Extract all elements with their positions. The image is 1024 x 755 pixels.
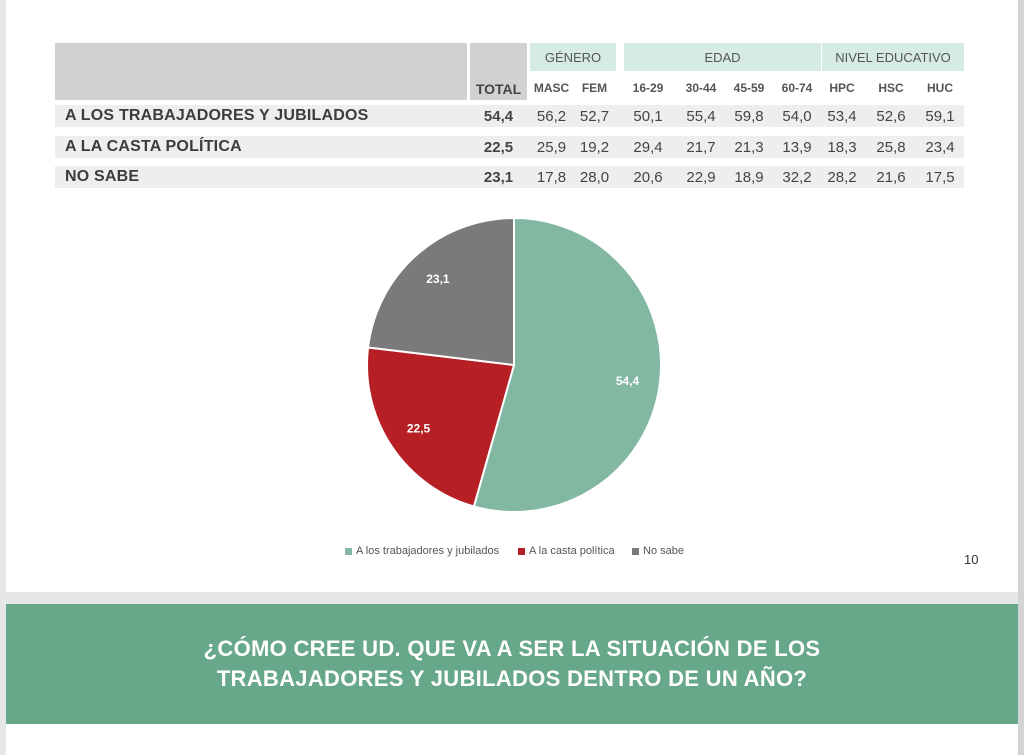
row-value: 50,1 xyxy=(633,107,663,125)
page-number: 10 xyxy=(964,552,979,567)
row-value: 18,3 xyxy=(827,138,857,156)
legend-swatch xyxy=(632,547,639,555)
banner-line-1: ¿CÓMO CREE UD. QUE VA A SER LA SITUACIÓN… xyxy=(203,636,821,661)
pie-slice xyxy=(366,346,516,508)
row-value: 17,8 xyxy=(536,168,567,186)
group-header-1: EDAD xyxy=(624,43,821,71)
legend-item: A la casta política xyxy=(518,545,615,557)
row-label: A LOS TRABAJADORES Y JUBILADOS xyxy=(65,107,369,124)
table-row xyxy=(55,105,964,127)
legend-item: No sabe xyxy=(632,545,684,557)
legend-swatch xyxy=(518,547,525,555)
pie-data-label: 54,4 xyxy=(616,374,640,388)
row-label: NO SABE xyxy=(65,168,140,185)
group-header-0: GÉNERO xyxy=(530,43,616,71)
row-value: 54,0 xyxy=(782,107,812,125)
table-row xyxy=(55,136,964,158)
row-value: 56,2 xyxy=(536,107,567,125)
sub-header: 16-29 xyxy=(632,81,664,95)
row-total: 54,4 xyxy=(483,107,514,125)
header-total-block xyxy=(470,43,527,100)
row-value: 29,4 xyxy=(633,138,663,156)
row-value: 55,4 xyxy=(686,107,716,125)
sub-header: 30-44 xyxy=(685,81,717,95)
sub-header: FEM xyxy=(581,81,608,95)
row-value: 59,1 xyxy=(925,107,955,125)
row-value: 52,6 xyxy=(876,107,906,125)
row-value: 28,2 xyxy=(827,168,857,186)
slide-top: TOTAL GÉNERO MASC FEM EDAD 16-29 30-44 45-59 60-… xyxy=(6,0,1018,592)
row-label: A LA CASTA POLÍTICA xyxy=(65,138,242,155)
pie-slice xyxy=(366,216,515,367)
row-value: 21,7 xyxy=(686,138,716,156)
table-row xyxy=(55,166,964,188)
legend-label: A la casta política xyxy=(529,545,615,557)
sub-header: MASC xyxy=(533,81,570,95)
row-value: 53,4 xyxy=(827,107,857,125)
pie-data-label: 23,1 xyxy=(426,272,450,286)
total-header: TOTAL xyxy=(475,81,522,97)
row-value: 32,2 xyxy=(782,168,812,186)
row-value: 23,4 xyxy=(925,138,955,156)
pie-chart: 54,4 22,5 23,1 xyxy=(366,216,662,513)
row-value: 52,7 xyxy=(579,107,610,125)
legend-label: No sabe xyxy=(643,545,684,557)
header-label-block xyxy=(55,43,467,100)
row-value: 25,8 xyxy=(876,138,906,156)
row-value: 59,8 xyxy=(734,107,764,125)
question-banner: ¿CÓMO CREE UD. QUE VA A SER LA SITUACIÓN… xyxy=(6,604,1018,724)
row-value: 19,2 xyxy=(579,138,610,156)
sub-header: HPC xyxy=(829,81,855,95)
slide-bottom: ¿CÓMO CREE UD. QUE VA A SER LA SITUACIÓN… xyxy=(6,604,1018,755)
row-value: 13,9 xyxy=(782,138,812,156)
pie-data-label: 22,5 xyxy=(407,422,431,436)
row-value: 20,6 xyxy=(633,168,663,186)
page-edge xyxy=(1018,0,1024,755)
row-value: 25,9 xyxy=(536,138,567,156)
row-value: 21,3 xyxy=(734,138,764,156)
row-value: 22,9 xyxy=(686,168,716,186)
row-value: 17,5 xyxy=(925,168,955,186)
group-header-2: NIVEL EDUCATIVO xyxy=(822,43,964,71)
row-value: 18,9 xyxy=(734,168,764,186)
sub-header: HSC xyxy=(878,81,904,95)
banner-line-2: TRABAJADORES Y JUBILADOS DENTRO DE UN AÑ… xyxy=(216,666,808,691)
legend-label: A los trabajadores y jubilados xyxy=(356,545,500,557)
row-total: 22,5 xyxy=(483,138,514,156)
legend-item: A los trabajadores y jubilados xyxy=(345,545,499,557)
row-value: 28,0 xyxy=(579,168,610,186)
sub-header: 45-59 xyxy=(733,81,765,95)
row-value: 21,6 xyxy=(876,168,906,186)
row-total: 23,1 xyxy=(483,168,514,186)
sub-header: 60-74 xyxy=(781,81,813,95)
legend-swatch xyxy=(345,547,352,555)
sub-header: HUC xyxy=(927,81,953,95)
pie-slice xyxy=(472,216,662,513)
